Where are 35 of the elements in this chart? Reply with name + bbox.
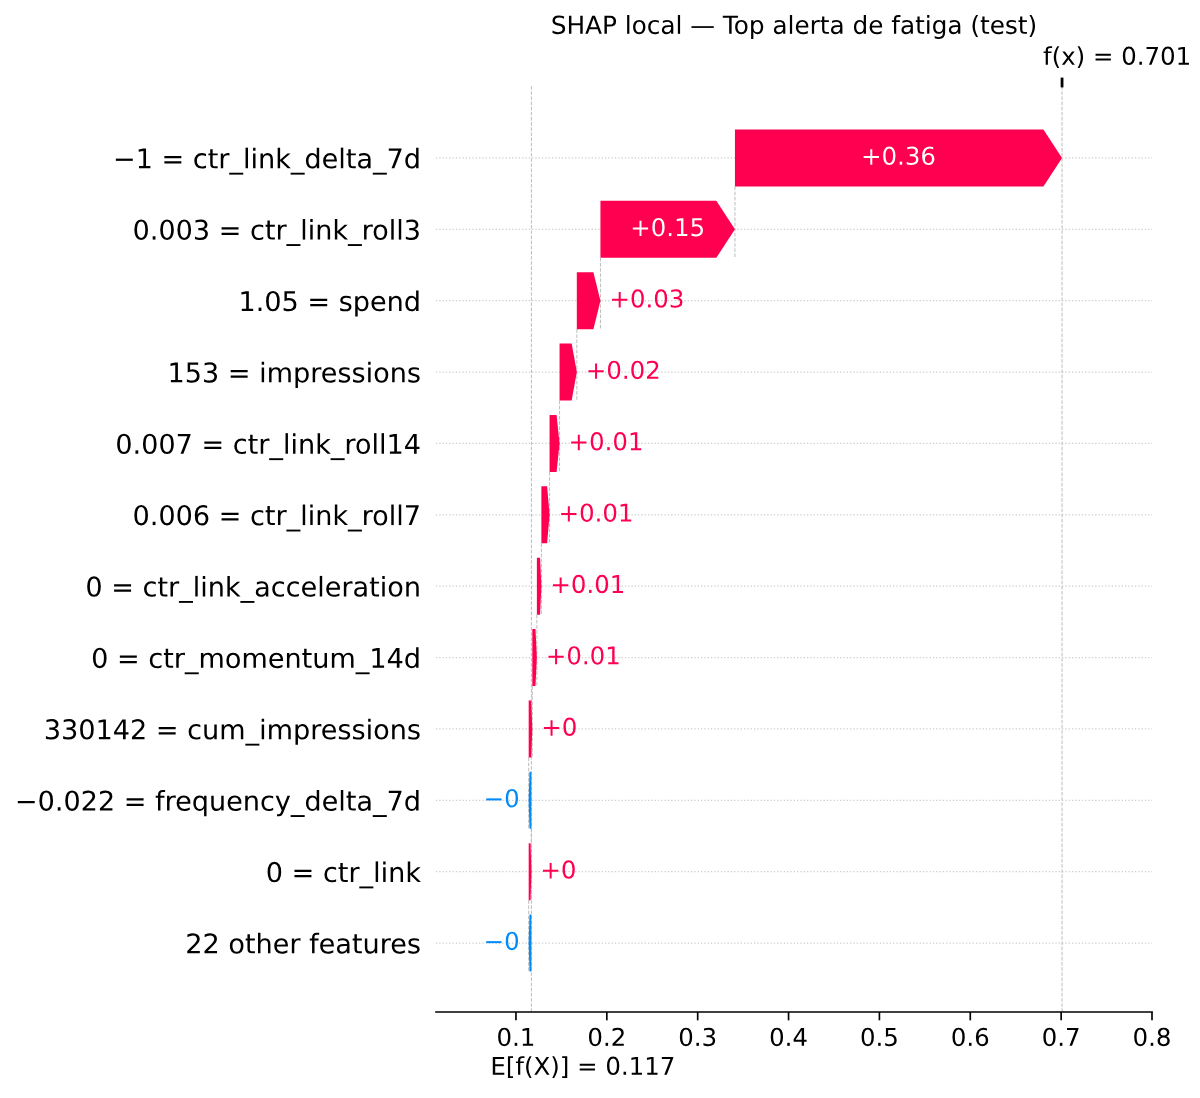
y-tick-label: 153 = impressions xyxy=(170,361,420,388)
data-label: +0.15 xyxy=(632,217,704,237)
x-tick-label: 0.4 xyxy=(770,1027,807,1047)
data-label: −0 xyxy=(486,931,519,951)
data-label: +0.01 xyxy=(561,503,632,522)
y-tick-label: 0.006 = ctr_link_roll7 xyxy=(134,504,419,532)
data-label: +0 xyxy=(543,860,575,879)
data-label: +0.02 xyxy=(588,360,659,380)
data-label: +0.01 xyxy=(571,432,642,451)
x-tick-label: 0.6 xyxy=(952,1027,989,1047)
y-tick-label: 330142 = cum_impressions xyxy=(45,718,420,746)
y-tick-label: 22 other features xyxy=(187,932,420,954)
y-tick-label: −1 = ctr_link_delta_7d xyxy=(115,147,419,175)
y-tick-label: 0 = ctr_link xyxy=(267,861,421,889)
ref-line-label: f(x) = 0.701 xyxy=(1043,46,1189,68)
data-label: −0 xyxy=(486,788,519,808)
y-tick-label: −0.022 = frequency_delta_7d xyxy=(17,790,419,817)
y-tick-label: 1.05 = spend xyxy=(241,290,419,317)
x-tick-label: 0.3 xyxy=(679,1027,716,1047)
data-label: +0 xyxy=(543,717,576,737)
x-tick-label: 0.7 xyxy=(1043,1027,1079,1047)
data-label: +0.03 xyxy=(612,289,683,308)
x-tick-label: 0.5 xyxy=(861,1027,897,1047)
data-label: +0.01 xyxy=(552,574,624,594)
x-tick-label: 0.8 xyxy=(1134,1027,1170,1047)
x-tick-label: 0.2 xyxy=(589,1027,624,1047)
ref-line-label: E[f(X)] = 0.117 xyxy=(492,1056,674,1078)
y-tick-label: 0.003 = ctr_link_roll3 xyxy=(134,219,419,246)
y-tick-label: 0 = ctr_link_acceleration xyxy=(87,575,419,603)
data-label: +0.36 xyxy=(863,146,935,166)
chart-title: SHAP local — Top alerta de fatiga (test) xyxy=(552,15,1036,39)
y-tick-label: 0 = ctr_momentum_14d xyxy=(92,647,419,675)
data-label: +0.01 xyxy=(548,646,619,665)
y-tick-label: 0.007 = ctr_link_roll14 xyxy=(117,433,420,461)
x-tick-label: 0.1 xyxy=(498,1027,534,1047)
